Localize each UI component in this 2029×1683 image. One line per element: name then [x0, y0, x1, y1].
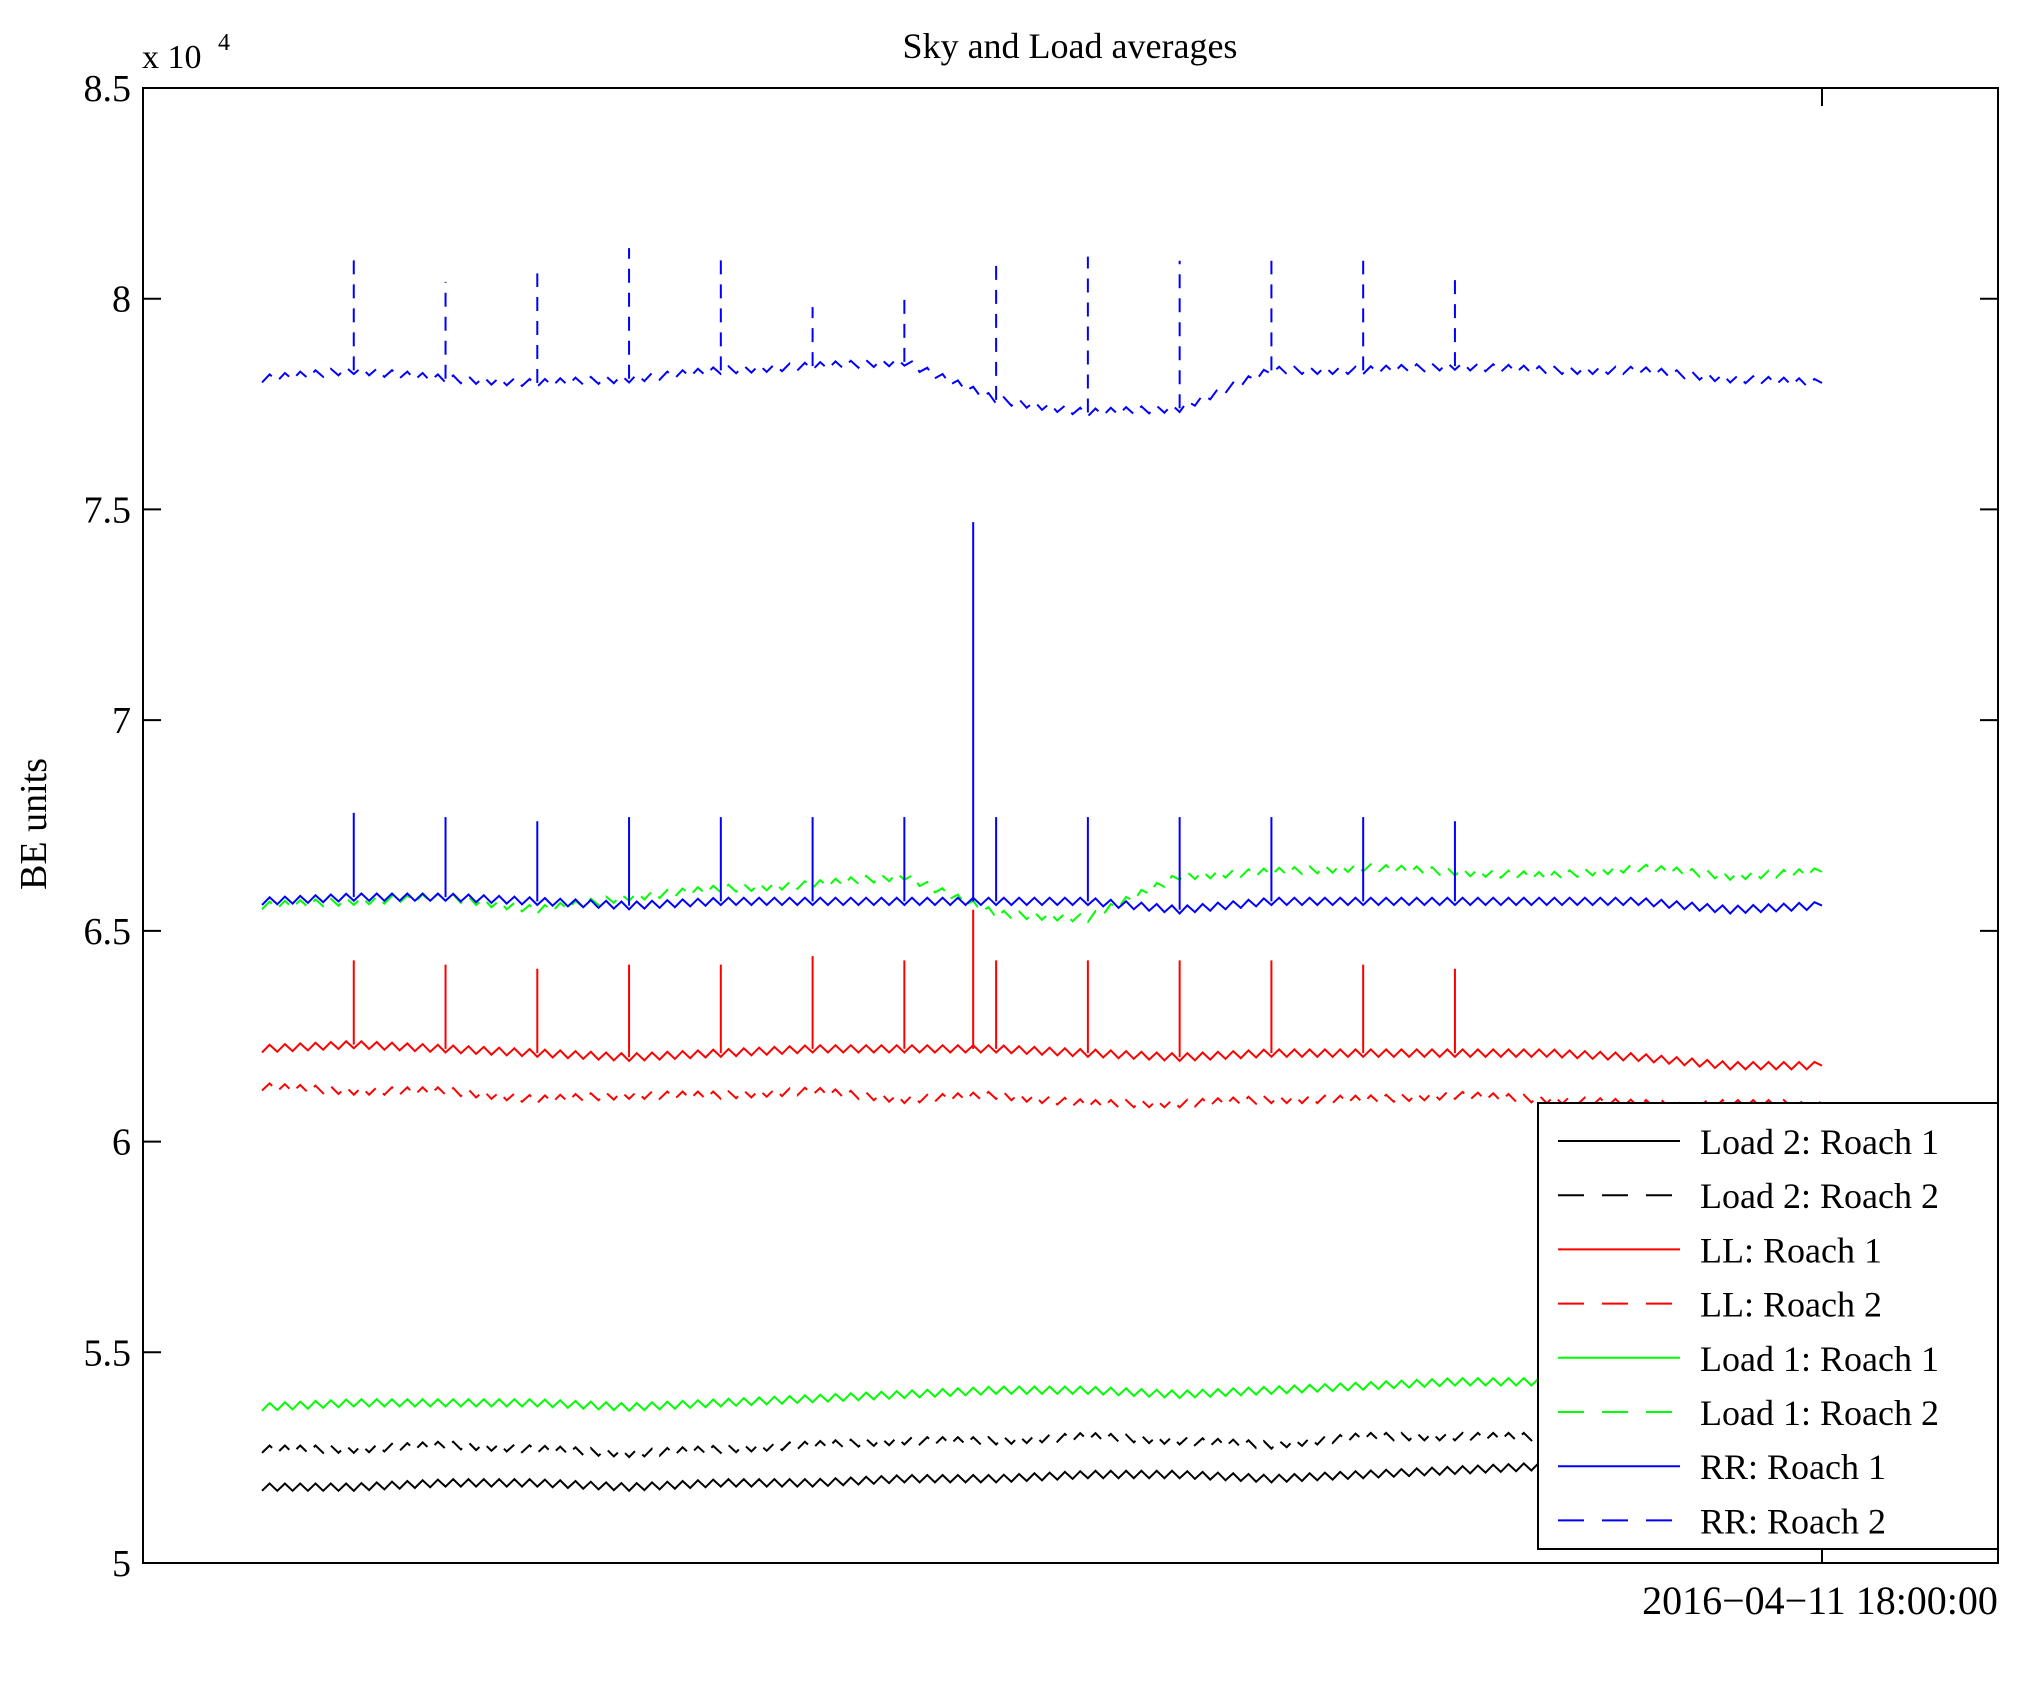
- legend-entry: Load 1: Roach 2: [1700, 1393, 1939, 1433]
- y-tick-label: 6.5: [84, 911, 132, 953]
- series-line: [261, 1039, 1823, 1071]
- legend-entry: RR: Roach 2: [1700, 1501, 1886, 1541]
- y-multiplier-exponent: 4: [218, 30, 230, 56]
- y-tick-label: 8.5: [84, 68, 132, 110]
- series-2: [261, 1039, 1823, 1071]
- legend: Load 2: Roach 1 Load 2: Roach 2 LL: Roach …: [1537, 1102, 1999, 1550]
- y-tick-label: 5: [112, 1543, 131, 1585]
- y-tick-label: 7.5: [84, 489, 132, 531]
- y-tick-label: 7: [112, 700, 131, 742]
- series-5: [261, 862, 1823, 924]
- x-tick-label: 2016−04−11 18:00:00: [1642, 1578, 1998, 1623]
- legend-box: [1537, 1102, 1999, 1550]
- series-7: [261, 357, 1823, 418]
- series-line: [261, 892, 1823, 915]
- series-line: [261, 357, 1823, 418]
- spike-group: [352, 909, 1456, 1058]
- chart-title: Sky and Load averages: [903, 26, 1238, 66]
- legend-entry: Load 1: Roach 1: [1700, 1339, 1939, 1379]
- series-line: [261, 862, 1823, 924]
- legend-entry: RR: Roach 1: [1700, 1447, 1886, 1487]
- y-multiplier: x 10: [142, 39, 202, 76]
- y-tick-label: 6: [112, 1122, 131, 1164]
- axis-ticks: 5 5.5 6 6.5 7 7.5 8 8.5: [84, 68, 1998, 1585]
- legend-entry: LL: Roach 2: [1700, 1285, 1882, 1325]
- spike-group: [352, 248, 1456, 413]
- spike-group: [352, 522, 1456, 910]
- y-tick-label: 8: [112, 279, 131, 321]
- legend-entry: Load 2: Roach 1: [1700, 1122, 1939, 1162]
- y-axis-label: BE units: [13, 758, 55, 890]
- y-tick-label: 5.5: [84, 1332, 132, 1374]
- series-6: [261, 892, 1823, 915]
- plot-frame: [142, 87, 1999, 1564]
- legend-entry: Load 2: Roach 2: [1700, 1176, 1939, 1216]
- legend-entry: LL: Roach 1: [1700, 1230, 1882, 1270]
